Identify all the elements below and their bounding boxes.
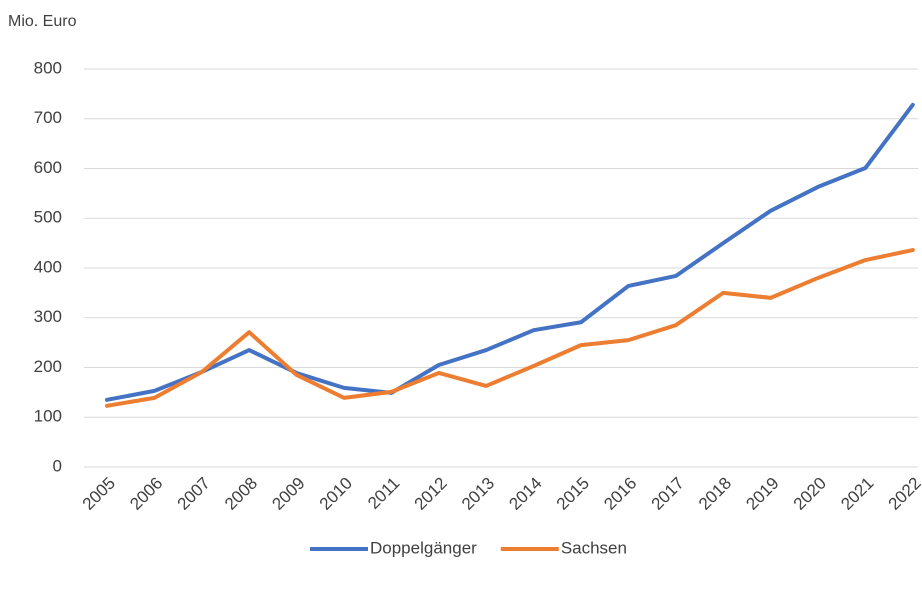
legend-label: Doppelgänger: [370, 538, 477, 557]
series-line: [105, 248, 915, 408]
x-tick-label: 2009: [268, 474, 308, 514]
y-tick-label: 100: [34, 407, 62, 426]
x-tick-label: 2018: [695, 474, 735, 514]
y-tick-label: 800: [34, 58, 62, 77]
y-tick-label: 200: [34, 357, 62, 376]
x-tick-label: 2014: [505, 474, 545, 514]
series-line: [105, 102, 915, 402]
x-tick-label: 2020: [790, 474, 830, 514]
y-tick-label: 400: [34, 257, 62, 276]
x-tick-label: 2013: [458, 474, 498, 514]
x-tick-label: 2017: [648, 474, 688, 514]
x-tick-label: 2006: [126, 474, 166, 514]
y-tick-label: 500: [34, 208, 62, 227]
legend-label: Sachsen: [561, 538, 627, 557]
x-tick-label: 2007: [174, 474, 214, 514]
y-tick-label: 700: [34, 108, 62, 127]
x-tick-label: 2015: [553, 474, 593, 514]
y-tick-label: 600: [34, 158, 62, 177]
y-tick-label: 0: [53, 456, 62, 475]
x-tick-label: 2012: [411, 474, 451, 514]
x-tick-label: 2021: [837, 474, 877, 514]
x-tick-label: 2022: [885, 474, 922, 514]
x-tick-label: 2011: [364, 474, 403, 513]
y-axis-label: Mio. Euro: [8, 13, 77, 30]
x-tick-label: 2019: [742, 474, 782, 514]
x-tick-label: 2008: [221, 474, 261, 514]
y-tick-label: 300: [34, 307, 62, 326]
x-tick-label: 2005: [79, 474, 119, 514]
x-tick-label: 2010: [316, 474, 356, 514]
x-tick-label: 2016: [600, 474, 640, 514]
